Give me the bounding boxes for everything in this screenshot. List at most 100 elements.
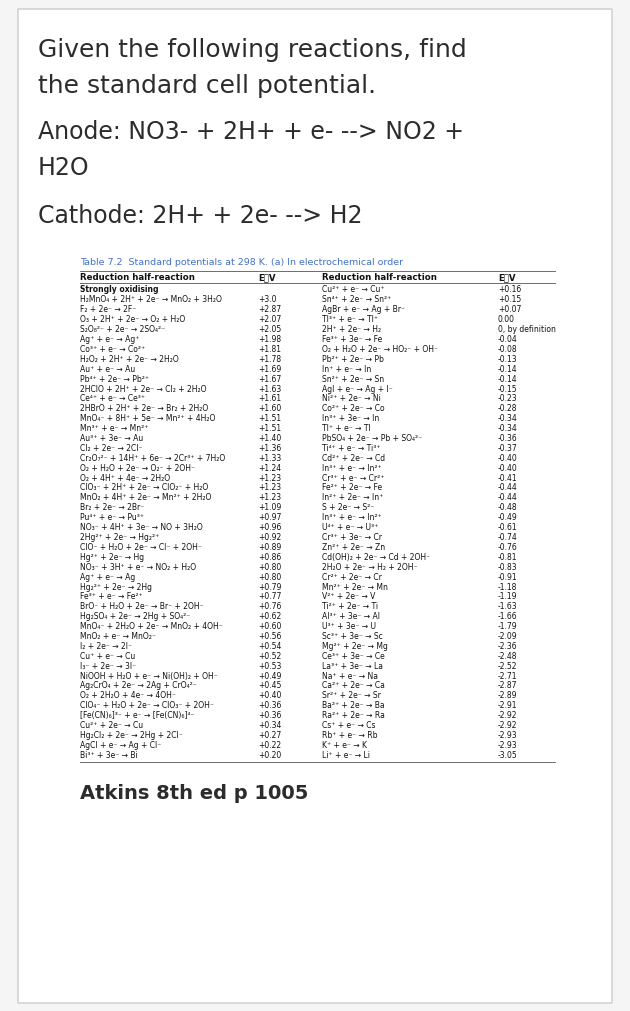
Text: K⁺ + e⁻ → K: K⁺ + e⁻ → K	[322, 741, 367, 750]
Text: Ce⁴⁺ + e⁻ → Ce³⁺: Ce⁴⁺ + e⁻ → Ce³⁺	[80, 394, 145, 403]
Text: -0.08: -0.08	[498, 345, 518, 354]
Text: +0.53: +0.53	[258, 662, 282, 670]
Text: +1.98: +1.98	[258, 335, 281, 344]
Text: O₂ + H₂O + 2e⁻ → O₂⁻ + 2OH⁻: O₂ + H₂O + 2e⁻ → O₂⁻ + 2OH⁻	[80, 464, 195, 473]
Text: U⁴⁺ + e⁻ → U³⁺: U⁴⁺ + e⁻ → U³⁺	[322, 523, 378, 532]
Text: +0.76: +0.76	[258, 603, 282, 612]
Text: AgI + e⁻ → Ag + I⁻: AgI + e⁻ → Ag + I⁻	[322, 384, 392, 393]
Text: +1.09: +1.09	[258, 503, 281, 513]
Text: +2.05: +2.05	[258, 326, 281, 334]
Text: Cr₂O₇²⁻ + 14H⁺ + 6e⁻ → 2Cr³⁺ + 7H₂O: Cr₂O₇²⁻ + 14H⁺ + 6e⁻ → 2Cr³⁺ + 7H₂O	[80, 454, 226, 463]
Text: 0, by definition: 0, by definition	[498, 326, 556, 334]
Text: +1.36: +1.36	[258, 444, 281, 453]
Text: H₂MnO₄ + 2H⁺ + 2e⁻ → MnO₂ + 3H₂O: H₂MnO₄ + 2H⁺ + 2e⁻ → MnO₂ + 3H₂O	[80, 295, 222, 304]
Text: +1.51: +1.51	[258, 424, 281, 433]
Text: Hg₂²⁺ + 2e⁻ → 2Hg: Hg₂²⁺ + 2e⁻ → 2Hg	[80, 582, 152, 591]
Text: +0.89: +0.89	[258, 543, 281, 552]
Text: Cr²⁺ + 2e⁻ → Cr: Cr²⁺ + 2e⁻ → Cr	[322, 572, 382, 581]
Text: -0.91: -0.91	[498, 572, 518, 581]
Text: +0.22: +0.22	[258, 741, 281, 750]
Text: E⮟V: E⮟V	[258, 273, 275, 282]
Text: -2.52: -2.52	[498, 662, 517, 670]
Text: Cd(OH)₂ + 2e⁻ → Cd + 2OH⁻: Cd(OH)₂ + 2e⁻ → Cd + 2OH⁻	[322, 553, 430, 562]
Text: +1.23: +1.23	[258, 473, 281, 482]
Text: H₂O₂ + 2H⁺ + 2e⁻ → 2H₂O: H₂O₂ + 2H⁺ + 2e⁻ → 2H₂O	[80, 355, 179, 364]
Text: MnO₂ + e⁻ → MnO₂⁻: MnO₂ + e⁻ → MnO₂⁻	[80, 632, 156, 641]
Text: +1.78: +1.78	[258, 355, 281, 364]
Text: -0.15: -0.15	[498, 384, 518, 393]
Text: Pb⁴⁺ + 2e⁻ → Pb²⁺: Pb⁴⁺ + 2e⁻ → Pb²⁺	[80, 375, 149, 383]
Text: +0.52: +0.52	[258, 652, 281, 661]
Text: -0.41: -0.41	[498, 473, 518, 482]
Text: Hg₂SO₄ + 2e⁻ → 2Hg + SO₄²⁻: Hg₂SO₄ + 2e⁻ → 2Hg + SO₄²⁻	[80, 613, 190, 621]
Text: +1.33: +1.33	[258, 454, 281, 463]
Text: -0.81: -0.81	[498, 553, 517, 562]
Text: Zn²⁺ + 2e⁻ → Zn: Zn²⁺ + 2e⁻ → Zn	[322, 543, 385, 552]
Text: Ti²⁺ + 2e⁻ → Ti: Ti²⁺ + 2e⁻ → Ti	[322, 603, 378, 612]
Text: O₂ + 4H⁺ + 4e⁻ → 2H₂O: O₂ + 4H⁺ + 4e⁻ → 2H₂O	[80, 473, 170, 482]
Text: Cs⁺ + e⁻ → Cs: Cs⁺ + e⁻ → Cs	[322, 721, 375, 730]
Text: +0.62: +0.62	[258, 613, 281, 621]
Text: -2.48: -2.48	[498, 652, 517, 661]
Text: +0.86: +0.86	[258, 553, 281, 562]
Text: +0.60: +0.60	[258, 622, 282, 631]
Text: Ag⁺ + e⁻ → Ag: Ag⁺ + e⁻ → Ag	[80, 572, 135, 581]
Text: MnO₂ + 4H⁺ + 2e⁻ → Mn²⁺ + 2H₂O: MnO₂ + 4H⁺ + 2e⁻ → Mn²⁺ + 2H₂O	[80, 493, 212, 502]
Text: +0.77: +0.77	[258, 592, 282, 602]
Text: Cr³⁺ + 3e⁻ → Cr: Cr³⁺ + 3e⁻ → Cr	[322, 533, 382, 542]
Text: Given the following reactions, find: Given the following reactions, find	[38, 38, 467, 62]
Text: ClO⁻ + H₂O + 2e⁻ → Cl⁻ + 2OH⁻: ClO⁻ + H₂O + 2e⁻ → Cl⁻ + 2OH⁻	[80, 543, 202, 552]
Text: -0.14: -0.14	[498, 365, 518, 374]
Text: In³⁺ + e⁻ → In²⁺: In³⁺ + e⁻ → In²⁺	[322, 514, 382, 523]
Text: +1.67: +1.67	[258, 375, 281, 383]
Text: +0.45: +0.45	[258, 681, 282, 691]
Text: [Fe(CN)₆]³⁻ + e⁻ → [Fe(CN)₆]⁴⁻: [Fe(CN)₆]³⁻ + e⁻ → [Fe(CN)₆]⁴⁻	[80, 711, 195, 720]
Text: Cr³⁺ + e⁻ → Cr²⁺: Cr³⁺ + e⁻ → Cr²⁺	[322, 473, 384, 482]
Text: Ti⁴⁺ + e⁻ → Ti³⁺: Ti⁴⁺ + e⁻ → Ti³⁺	[322, 444, 381, 453]
Text: MnO₄⁻ + 8H⁺ + 5e⁻ → Mn²⁺ + 4H₂O: MnO₄⁻ + 8H⁺ + 5e⁻ → Mn²⁺ + 4H₂O	[80, 415, 215, 424]
Text: Fe²⁺ + 2e⁻ → Fe: Fe²⁺ + 2e⁻ → Fe	[322, 483, 382, 492]
Text: +0.40: +0.40	[258, 692, 282, 701]
Text: Pu⁴⁺ + e⁻ → Pu³⁺: Pu⁴⁺ + e⁻ → Pu³⁺	[80, 514, 144, 523]
Text: Cu²⁺ + e⁻ → Cu⁺: Cu²⁺ + e⁻ → Cu⁺	[322, 285, 384, 294]
Text: +0.92: +0.92	[258, 533, 281, 542]
Text: Br₂ + 2e⁻ → 2Br⁻: Br₂ + 2e⁻ → 2Br⁻	[80, 503, 144, 513]
Text: +0.07: +0.07	[498, 305, 522, 314]
Text: E⮟V: E⮟V	[498, 273, 515, 282]
Text: +1.69: +1.69	[258, 365, 281, 374]
Text: -0.04: -0.04	[498, 335, 518, 344]
Text: -2.92: -2.92	[498, 721, 517, 730]
Text: 2Hg²⁺ + 2e⁻ → Hg₂²⁺: 2Hg²⁺ + 2e⁻ → Hg₂²⁺	[80, 533, 159, 542]
Text: -1.79: -1.79	[498, 622, 518, 631]
Text: -0.76: -0.76	[498, 543, 518, 552]
Text: H2O: H2O	[38, 156, 89, 180]
Text: Na⁺ + e⁻ → Na: Na⁺ + e⁻ → Na	[322, 671, 378, 680]
Text: the standard cell potential.: the standard cell potential.	[38, 74, 376, 98]
Text: -0.61: -0.61	[498, 523, 518, 532]
Text: Co³⁺ + e⁻ → Co²⁺: Co³⁺ + e⁻ → Co²⁺	[80, 345, 145, 354]
Text: +1.51: +1.51	[258, 415, 281, 424]
Text: -2.09: -2.09	[498, 632, 518, 641]
Text: Ag₂CrO₄ + 2e⁻ → 2Ag + CrO₄²⁻: Ag₂CrO₄ + 2e⁻ → 2Ag + CrO₄²⁻	[80, 681, 197, 691]
Text: +0.16: +0.16	[498, 285, 521, 294]
Text: In²⁺ + 2e⁻ → In⁺: In²⁺ + 2e⁻ → In⁺	[322, 493, 383, 502]
Text: Pb²⁺ + 2e⁻ → Pb: Pb²⁺ + 2e⁻ → Pb	[322, 355, 384, 364]
Text: -1.19: -1.19	[498, 592, 517, 602]
Text: O₂ + H₂O + 2e⁻ → HO₂⁻ + OH⁻: O₂ + H₂O + 2e⁻ → HO₂⁻ + OH⁻	[322, 345, 438, 354]
Text: +0.80: +0.80	[258, 563, 281, 571]
Text: Sr²⁺ + 2e⁻ → Sr: Sr²⁺ + 2e⁻ → Sr	[322, 692, 381, 701]
Text: I₃⁻ + 2e⁻ → 3I⁻: I₃⁻ + 2e⁻ → 3I⁻	[80, 662, 136, 670]
Text: AgCl + e⁻ → Ag + Cl⁻: AgCl + e⁻ → Ag + Cl⁻	[80, 741, 161, 750]
Text: Sc³⁺ + 3e⁻ → Sc: Sc³⁺ + 3e⁻ → Sc	[322, 632, 383, 641]
Text: -0.13: -0.13	[498, 355, 518, 364]
Text: +1.61: +1.61	[258, 394, 281, 403]
FancyBboxPatch shape	[18, 9, 612, 1003]
Text: Al³⁺ + 3e⁻ → Al: Al³⁺ + 3e⁻ → Al	[322, 613, 380, 621]
Text: -2.87: -2.87	[498, 681, 517, 691]
Text: Tl³⁺ + e⁻ → Tl⁺: Tl³⁺ + e⁻ → Tl⁺	[322, 315, 378, 325]
Text: -0.34: -0.34	[498, 415, 518, 424]
Text: -1.66: -1.66	[498, 613, 518, 621]
Text: V²⁺ + 2e⁻ → V: V²⁺ + 2e⁻ → V	[322, 592, 375, 602]
Text: In⁺ + e⁻ → In: In⁺ + e⁻ → In	[322, 365, 371, 374]
Text: NiOOH + H₂O + e⁻ → Ni(OH)₂ + OH⁻: NiOOH + H₂O + e⁻ → Ni(OH)₂ + OH⁻	[80, 671, 218, 680]
